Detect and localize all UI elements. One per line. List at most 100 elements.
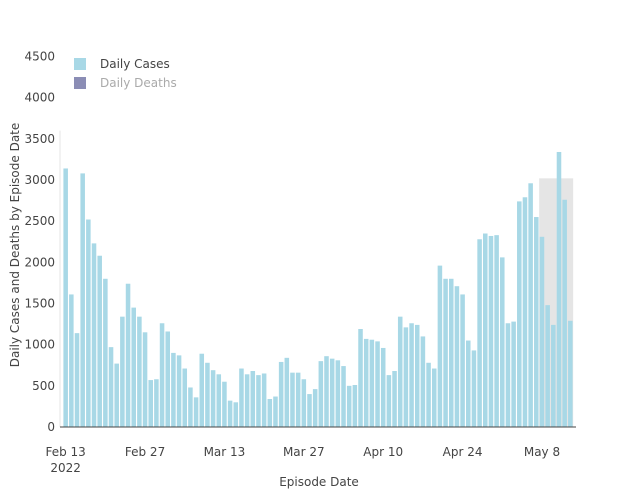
bar-daily-cases[interactable] — [346, 385, 352, 427]
bar-daily-cases[interactable] — [539, 236, 545, 427]
bar-daily-cases[interactable] — [69, 294, 74, 427]
bar-daily-cases[interactable] — [131, 307, 136, 427]
bar-daily-cases[interactable] — [216, 374, 222, 427]
bar-daily-cases[interactable] — [80, 173, 85, 427]
bar-daily-cases[interactable] — [414, 324, 420, 427]
bar-daily-cases[interactable] — [335, 360, 341, 427]
bar-daily-cases[interactable] — [494, 235, 499, 427]
bar-daily-cases[interactable] — [273, 396, 278, 427]
bar-daily-cases[interactable] — [307, 394, 312, 427]
bar-daily-cases[interactable] — [210, 370, 216, 427]
bar-daily-cases[interactable] — [171, 352, 176, 427]
bar-daily-cases[interactable] — [505, 323, 511, 427]
bar-daily-cases[interactable] — [392, 371, 397, 427]
bar-daily-cases[interactable] — [159, 323, 165, 427]
bar-daily-cases[interactable] — [534, 217, 539, 427]
bar-daily-cases[interactable] — [222, 381, 227, 427]
bar-daily-cases[interactable] — [114, 363, 119, 427]
bar-daily-cases[interactable] — [227, 400, 233, 427]
bar-daily-cases[interactable] — [454, 286, 460, 427]
legend[interactable]: Daily Cases Daily Deaths — [74, 57, 177, 90]
bar-daily-cases[interactable] — [426, 362, 431, 427]
bar-daily-cases[interactable] — [431, 368, 437, 427]
bar-daily-cases[interactable] — [397, 316, 403, 427]
bar-daily-cases[interactable] — [91, 243, 97, 427]
bar-daily-cases[interactable] — [256, 375, 261, 427]
legend-swatch-daily-deaths[interactable] — [74, 77, 86, 89]
bar-daily-cases[interactable] — [380, 347, 386, 427]
bar-daily-cases[interactable] — [352, 385, 358, 427]
bar-daily-cases[interactable] — [261, 373, 267, 427]
bar-daily-cases[interactable] — [568, 320, 573, 427]
bar-daily-cases[interactable] — [165, 331, 171, 427]
bar-daily-cases[interactable] — [120, 316, 125, 427]
bar-daily-cases[interactable] — [483, 233, 488, 428]
bar-daily-cases[interactable] — [86, 219, 91, 427]
bar-daily-cases[interactable] — [154, 379, 159, 427]
bar-daily-cases[interactable] — [386, 375, 392, 427]
bar-daily-cases[interactable] — [448, 278, 454, 427]
bar-daily-cases[interactable] — [295, 372, 301, 427]
bar-daily-cases[interactable] — [312, 389, 318, 427]
bar-daily-cases[interactable] — [284, 357, 290, 427]
y-tick-labels: 0 500 1000 1500 2000 2500 3000 3500 4000 4500 — [24, 49, 55, 434]
bar-daily-cases[interactable] — [176, 355, 182, 427]
bar-daily-cases[interactable] — [358, 329, 363, 427]
bar-daily-cases[interactable] — [477, 239, 482, 427]
bar-daily-cases[interactable] — [363, 338, 369, 427]
bar-daily-cases[interactable] — [488, 235, 494, 427]
bar-daily-cases[interactable] — [369, 339, 375, 427]
legend-swatch-daily-cases[interactable] — [74, 58, 86, 70]
bar-daily-cases[interactable] — [562, 199, 567, 427]
bar-daily-cases[interactable] — [239, 368, 244, 427]
bar-daily-cases[interactable] — [522, 197, 528, 427]
bar-daily-cases[interactable] — [142, 332, 148, 427]
legend-label-daily-cases[interactable]: Daily Cases — [100, 57, 170, 71]
bar-daily-cases[interactable] — [188, 387, 193, 427]
bar-daily-cases[interactable] — [233, 402, 239, 427]
bar-daily-cases[interactable] — [318, 361, 324, 427]
bar-daily-cases[interactable] — [63, 168, 68, 428]
bar-daily-cases[interactable] — [403, 327, 409, 427]
bar-daily-cases[interactable] — [329, 358, 335, 427]
bar-daily-cases[interactable] — [193, 397, 199, 427]
bar-daily-cases[interactable] — [409, 323, 414, 427]
bar-daily-cases[interactable] — [182, 368, 188, 427]
bar-daily-cases[interactable] — [301, 379, 307, 427]
bar-daily-cases[interactable] — [324, 356, 329, 427]
bar-daily-cases[interactable] — [199, 353, 205, 427]
bar-daily-cases[interactable] — [556, 151, 562, 427]
bar-daily-cases[interactable] — [443, 278, 448, 427]
bar-daily-cases[interactable] — [545, 305, 550, 427]
bar-daily-cases[interactable] — [250, 371, 256, 427]
bar-daily-cases[interactable] — [517, 201, 522, 427]
bar-daily-cases[interactable] — [137, 316, 142, 427]
bar-daily-cases[interactable] — [267, 399, 273, 427]
legend-item-daily-deaths[interactable]: Daily Deaths — [74, 76, 177, 90]
bar-daily-cases[interactable] — [465, 340, 471, 427]
bar-daily-cases[interactable] — [375, 341, 380, 427]
bar-daily-cases[interactable] — [278, 361, 284, 427]
bar-daily-cases[interactable] — [420, 336, 426, 427]
bar-daily-cases[interactable] — [108, 347, 114, 427]
bar-daily-cases[interactable] — [341, 366, 346, 427]
bar-daily-cases[interactable] — [437, 265, 443, 427]
bar-daily-cases[interactable] — [103, 278, 108, 427]
bar-daily-cases[interactable] — [97, 255, 102, 427]
bar-daily-cases[interactable] — [290, 372, 295, 427]
bar-daily-cases[interactable] — [205, 362, 210, 427]
bar-daily-cases[interactable] — [244, 374, 250, 427]
legend-label-daily-deaths[interactable]: Daily Deaths — [100, 76, 177, 90]
bar-daily-cases[interactable] — [125, 283, 131, 427]
bar-daily-cases[interactable] — [148, 380, 153, 427]
bar-daily-cases[interactable] — [471, 350, 477, 427]
bar-daily-cases[interactable] — [511, 321, 516, 427]
y-tick-label: 1000 — [24, 338, 55, 352]
bar-daily-cases[interactable] — [500, 257, 505, 427]
recent-data-shaded-region-layer — [539, 178, 574, 427]
bar-daily-cases[interactable] — [460, 294, 465, 427]
bar-daily-cases[interactable] — [528, 183, 533, 427]
bar-daily-cases[interactable] — [74, 333, 80, 427]
bar-daily-cases[interactable] — [551, 324, 556, 427]
legend-item-daily-cases[interactable]: Daily Cases — [74, 57, 170, 71]
